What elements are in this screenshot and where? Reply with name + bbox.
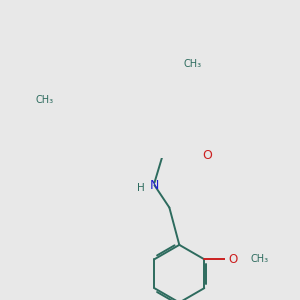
Text: O: O xyxy=(229,253,238,266)
Text: H: H xyxy=(136,183,144,193)
Text: N: N xyxy=(150,179,159,192)
Text: CH₃: CH₃ xyxy=(250,254,268,264)
Text: CH₃: CH₃ xyxy=(35,95,53,105)
Text: O: O xyxy=(203,149,213,162)
Text: CH₃: CH₃ xyxy=(183,59,202,69)
